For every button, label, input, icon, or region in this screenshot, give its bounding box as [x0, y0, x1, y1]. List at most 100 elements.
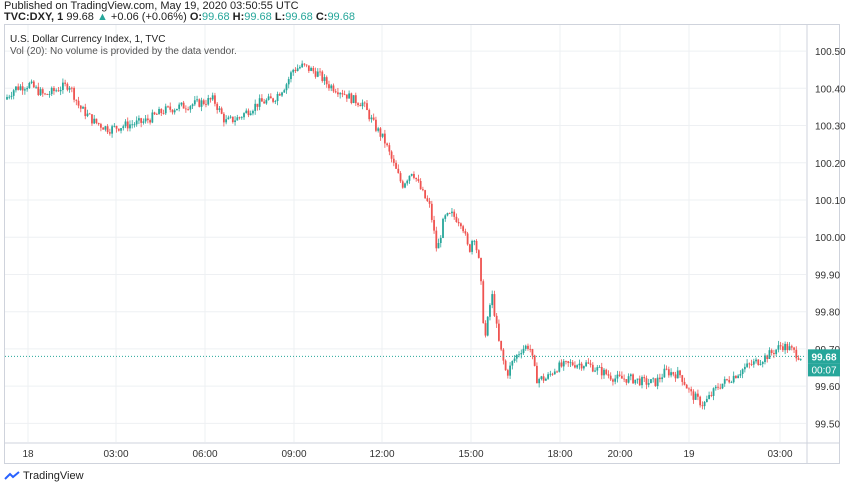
candle-body: [102, 127, 105, 130]
candle-body: [663, 368, 666, 378]
candle-body: [536, 365, 538, 384]
candle-body: [712, 388, 715, 396]
candle-body: [345, 94, 348, 99]
candle-body: [764, 355, 766, 363]
candle-body: [383, 133, 386, 144]
candle-body: [735, 375, 737, 379]
candle-body: [710, 395, 713, 396]
candle-body: [567, 361, 570, 363]
candle-body: [616, 374, 619, 379]
candle-body: [120, 128, 122, 131]
candle-body: [446, 213, 449, 216]
candle-body: [341, 93, 344, 95]
candle-body: [57, 90, 60, 92]
candles: [6, 60, 802, 410]
candle-body: [301, 63, 304, 68]
candle-body: [466, 233, 469, 245]
candle-body: [209, 98, 212, 100]
candle-body: [196, 99, 198, 101]
candle-body: [795, 349, 798, 359]
candle-body: [37, 86, 40, 95]
candle-body: [468, 244, 471, 252]
candle-body: [484, 323, 487, 336]
candle-body: [100, 124, 102, 128]
candle-body: [641, 377, 643, 386]
candle-body: [511, 360, 514, 366]
candle-body: [413, 173, 415, 178]
candle-body: [518, 354, 520, 356]
candle-body: [455, 216, 458, 223]
candle-body: [683, 381, 686, 385]
candle-body: [370, 117, 373, 120]
candle-body: [529, 348, 532, 350]
candle-body: [178, 104, 181, 109]
candle-body: [169, 106, 172, 110]
candle-body: [784, 343, 787, 351]
candle-body: [339, 93, 342, 95]
candle-body: [193, 100, 196, 105]
candle-body: [489, 305, 491, 317]
time-tick-label: 20:00: [607, 449, 632, 460]
candle-body: [786, 343, 789, 351]
candle-body: [607, 374, 610, 376]
candle-body: [129, 124, 131, 129]
candle-body: [155, 114, 158, 115]
volume-note: Vol (20): No volume is provided by the d…: [10, 46, 237, 57]
candle-body: [620, 375, 623, 379]
high-value: 99.68: [244, 11, 272, 23]
candle-body: [576, 365, 579, 368]
time-tick-label: 03:00: [767, 449, 792, 460]
candle-body: [15, 86, 17, 91]
candle-body: [138, 118, 140, 121]
candle-body: [361, 102, 364, 107]
candle-body: [352, 95, 355, 104]
chart-frame: [4, 24, 840, 464]
candle-body: [426, 198, 429, 202]
candle-body: [343, 94, 346, 96]
candle-body: [146, 118, 149, 121]
candle-body: [730, 382, 733, 384]
candle-body: [191, 104, 194, 107]
candle-body: [12, 90, 15, 96]
candle-body: [652, 378, 655, 380]
candle-body: [746, 363, 748, 367]
candle-body: [587, 362, 590, 364]
candle-body: [737, 375, 740, 379]
candle-body: [160, 109, 163, 114]
candle-body: [705, 398, 708, 403]
candle-body: [82, 106, 84, 109]
candle-body: [404, 183, 406, 188]
candle-body: [634, 379, 637, 384]
candle-body: [636, 378, 639, 380]
candle-body: [86, 113, 89, 117]
candle-body: [6, 97, 8, 100]
tradingview-logo[interactable]: TradingView: [4, 470, 84, 482]
candle-body: [594, 370, 596, 372]
current-price-tag: 99.68 00:07: [808, 349, 840, 377]
candle-body: [556, 371, 558, 373]
candle-body: [276, 94, 279, 102]
candle-body: [553, 371, 556, 375]
candle-body: [697, 393, 699, 397]
candle-body: [247, 110, 250, 116]
time-tick-label: 03:00: [103, 449, 128, 460]
candle-body: [17, 86, 20, 90]
price-tick-label: 100.30: [815, 122, 846, 133]
candle-body: [551, 373, 554, 375]
candle-body: [574, 365, 576, 368]
candle-body: [670, 372, 672, 376]
candle-body: [189, 106, 192, 110]
candle-body: [231, 116, 234, 123]
candle-body: [236, 117, 239, 121]
candle-body: [591, 364, 594, 372]
price-tick-label: 100.10: [815, 196, 846, 207]
candle-body: [658, 377, 661, 380]
candle-body: [296, 68, 299, 72]
up-arrow-icon: ▲: [96, 11, 108, 23]
candle-body: [281, 92, 283, 96]
candle-body: [708, 395, 710, 399]
candle-body: [788, 346, 791, 351]
candle-body: [381, 133, 384, 137]
candle-body: [650, 379, 652, 384]
